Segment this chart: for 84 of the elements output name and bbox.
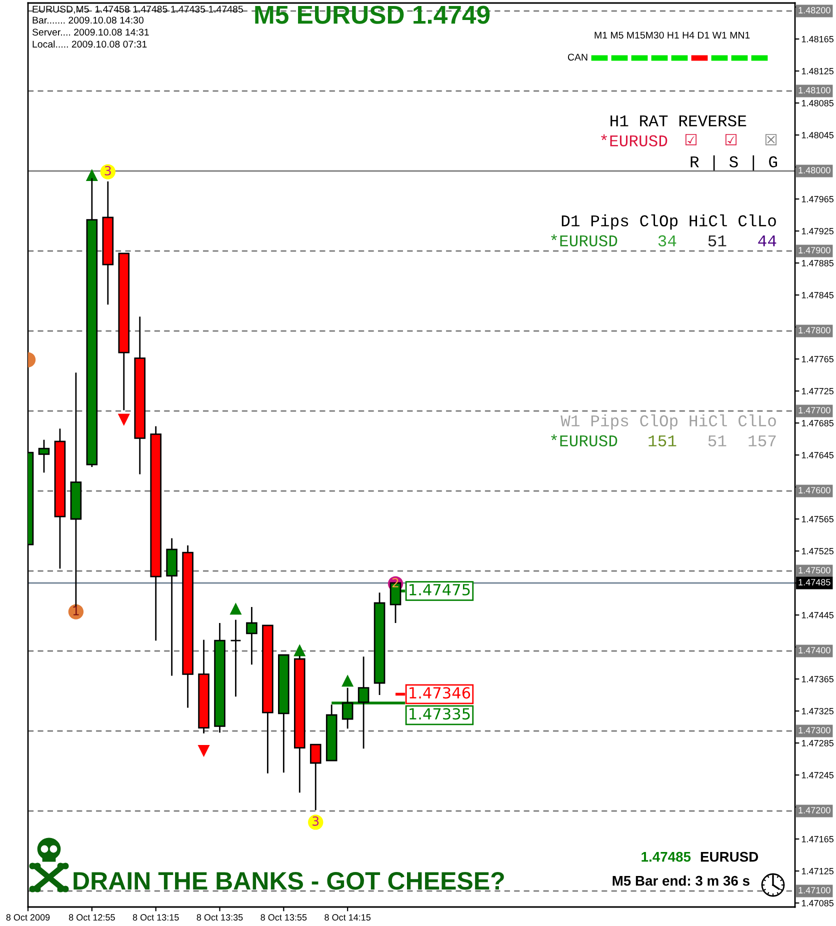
y-tick-label: 1.47325	[802, 708, 834, 714]
y-tick-label: 1.47165	[802, 836, 834, 842]
ref-line-label: 1.47500	[798, 567, 830, 574]
y-tick-label: 1.47725	[802, 388, 834, 394]
annotation: CAN	[568, 54, 588, 61]
ref-line-label: 1.47200	[798, 807, 830, 814]
annotation: M5 Bar end: 3 m 36 s	[612, 876, 750, 886]
y-tick-label: 1.47125	[802, 868, 834, 874]
candlestick	[246, 606, 258, 666]
y-tick-label: 1.48165	[802, 36, 834, 42]
annotation: 1	[73, 606, 79, 616]
ref-line-label: 1.47400	[798, 647, 830, 654]
x-tick-label: 8 Oct 13:15	[132, 914, 179, 921]
point	[86, 168, 98, 182]
y-tick-label: 1.47525	[802, 548, 834, 554]
x-tick-label: 8 Oct 12:55	[68, 914, 115, 921]
annotation: M1 M5 M15M30 H1 H4 D1 W1 MN1	[594, 32, 750, 39]
y-tick-label: 1.47925	[802, 228, 834, 234]
y-tick-label: 1.47285	[802, 740, 834, 746]
annotation: Server.... 2009.10.08 14:31	[32, 28, 149, 36]
annotation: R | S | G	[690, 155, 777, 171]
annotation: ☑	[726, 134, 736, 146]
annotation: 3	[312, 816, 319, 826]
annotation: *EURUSD	[601, 134, 668, 146]
point	[342, 674, 354, 687]
y-tick-label: 1.48085	[802, 100, 834, 106]
y-tick-label: 1.48125	[802, 68, 834, 74]
candlestick	[310, 744, 322, 811]
annotation: 51	[708, 435, 726, 446]
y-tick-label: 1.47445	[802, 612, 834, 618]
y-tick-label: 1.47245	[802, 772, 834, 778]
series-label: 1.47346	[410, 687, 470, 699]
x-tick-label: 8 Oct 14:15	[324, 914, 371, 921]
annotation: EURUSD	[700, 852, 758, 862]
annotation: ☑	[686, 134, 696, 146]
annotation: 3	[104, 166, 111, 176]
point	[118, 414, 130, 426]
candlestick	[230, 619, 242, 698]
annotation: ☒	[766, 134, 776, 146]
y-tick-label: 1.47965	[802, 196, 834, 202]
x-tick-label: 8 Oct 2009	[6, 914, 50, 921]
point	[230, 602, 242, 615]
annotation: 51	[708, 235, 726, 246]
y-tick-label: 1.47565	[802, 516, 834, 522]
point	[294, 644, 306, 656]
y-tick-label: 1.47845	[802, 292, 834, 298]
y-tick-label: 1.47645	[802, 452, 834, 458]
y-tick-label: 1.47885	[802, 260, 834, 266]
annotation: D1 Pips ClOp HiCl ClLo	[562, 214, 776, 230]
annotation: 1.47485	[642, 852, 691, 862]
ref-line-label: 1.47600	[798, 487, 830, 494]
annotation: 44	[758, 235, 776, 246]
annotation: Bar....... 2009.10.08 14:30	[32, 16, 144, 24]
point	[198, 744, 210, 758]
annotation: Local..... 2009.10.08 07:31	[32, 40, 147, 48]
annotation: *EURUSD	[551, 234, 618, 246]
ref-line-label: 1.47700	[798, 407, 830, 414]
ref-line-label: 1.47300	[798, 727, 830, 734]
y-tick-label: 1.47685	[802, 420, 834, 426]
annotation: H1 RAT REVERSE	[610, 115, 746, 126]
ref-line-label: 1.47900	[798, 247, 830, 254]
candlestick	[38, 439, 50, 474]
y-tick-label: 1.48045	[802, 132, 834, 138]
ref-line-label: 1.47100	[798, 887, 830, 894]
y-tick-label: 1.47365	[802, 676, 834, 682]
x-tick-label: 8 Oct 13:35	[196, 914, 243, 921]
series-label: 1.47475	[410, 584, 470, 596]
chart-title: M5 EURUSD 1.4749	[255, 6, 490, 24]
ref-line-label: 1.48100	[798, 87, 830, 94]
series-label: 1.47335	[410, 708, 470, 720]
annotation: W1 Pips ClOp HiCl ClLo	[560, 414, 776, 430]
annotation: 34	[658, 235, 676, 246]
annotation: *EURUSD	[551, 434, 618, 446]
y-tick-label: 1.47085	[802, 900, 834, 906]
y-tick-label: 1.47765	[802, 356, 834, 362]
annotation: 157	[748, 435, 776, 446]
ref-line-label: 1.48000	[798, 167, 830, 174]
annotation: DRAIN THE BANKS - GOT CHEESE?	[74, 872, 504, 890]
x-tick-label: 8 Oct 13:55	[260, 914, 307, 921]
ref-line-label: 1.48200	[798, 7, 830, 14]
ref-line-label: 1.47800	[798, 327, 830, 334]
annotation: 151	[648, 435, 676, 446]
annotation: EURUSD,M5 1.47458 1.47485 1.47435 1.47485	[32, 6, 243, 14]
ref-line-label: 1.47485	[798, 579, 830, 586]
